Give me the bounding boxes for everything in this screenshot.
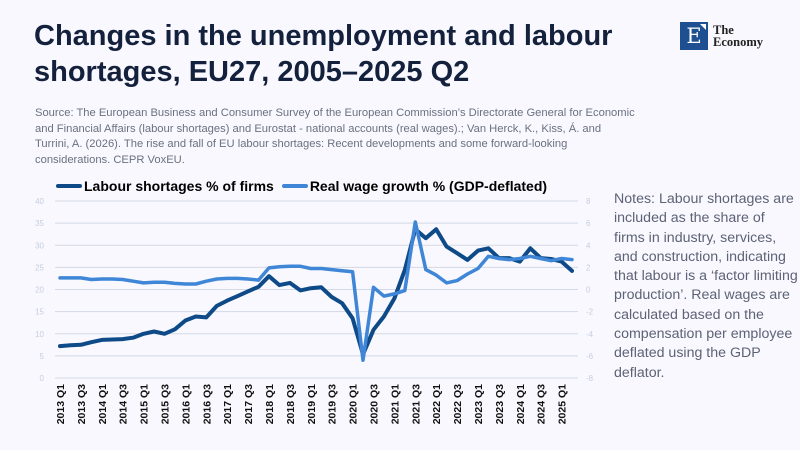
left-axis-tick-label: 0 <box>40 374 45 383</box>
left-axis-tick-label: 20 <box>35 286 44 295</box>
right-axis-tick-label: 0 <box>586 286 591 295</box>
logo-name: The Economy <box>713 23 763 49</box>
left-axis-tick-label: 30 <box>35 241 44 250</box>
right-axis-tick-label: 4 <box>586 241 591 250</box>
x-axis-tick-label: 2022 Q1 <box>431 384 443 424</box>
legend-swatch-wage <box>281 184 308 188</box>
x-axis-tick-label: 2015 Q1 <box>139 384 151 424</box>
right-axis-tick-label: -6 <box>586 352 594 361</box>
x-axis-tick-label: 2019 Q1 <box>306 384 318 424</box>
right-axis-tick-label: -4 <box>586 330 594 339</box>
left-axis-tick-label: 5 <box>40 352 45 361</box>
left-axis-tick-label: 25 <box>35 263 44 272</box>
x-axis-tick-label: 2021 Q1 <box>389 384 401 424</box>
legend-label-wage: Real wage growth % (GDP-deflated) <box>309 178 548 194</box>
x-axis-tick-label: 2018 Q1 <box>264 384 276 424</box>
x-axis-tick-label: 2017 Q3 <box>243 384 255 424</box>
legend: Labour shortages % of firms Real wage gr… <box>56 178 555 194</box>
legend-item-labour-shortages: Labour shortages % of firms <box>56 178 274 194</box>
right-axis-tick-label: 8 <box>586 197 591 206</box>
left-axis-tick-label: 15 <box>35 308 44 317</box>
logo-mark: E <box>680 22 708 50</box>
x-axis-tick-label: 2013 Q1 <box>55 384 67 424</box>
x-axis-tick-label: 2022 Q3 <box>452 384 464 424</box>
series-line-real-wage <box>58 220 574 363</box>
logo: E The Economy <box>680 22 763 50</box>
logo-name-line2: Economy <box>713 35 763 49</box>
right-axis-tick-label: -8 <box>586 374 594 383</box>
left-axis-tick-label: 35 <box>35 219 44 228</box>
x-axis-tick-label: 2023 Q1 <box>473 384 485 424</box>
x-axis-tick-label: 2023 Q3 <box>494 384 506 424</box>
right-axis-tick-label: 2 <box>586 263 591 272</box>
legend-item-real-wage: Real wage growth % (GDP-deflated) <box>281 178 548 194</box>
x-axis-tick-label: 2014 Q1 <box>97 384 109 424</box>
x-axis-tick-label: 2018 Q3 <box>285 384 297 424</box>
x-axis-tick-label: 2020 Q1 <box>348 384 360 424</box>
x-axis-tick-label: 2014 Q3 <box>118 384 130 424</box>
x-axis-tick-label: 2013 Q3 <box>76 384 88 424</box>
series-line-labour-shortages <box>58 227 574 357</box>
legend-swatch-labour <box>56 184 82 188</box>
legend-label-labour: Labour shortages % of firms <box>84 178 274 194</box>
x-axis-tick-label: 2017 Q1 <box>222 384 234 424</box>
chart-title: Changes in the unemployment and labour s… <box>34 20 613 88</box>
x-axis-tick-label: 2021 Q3 <box>410 384 422 424</box>
source-note: Source: The European Business and Consum… <box>35 107 635 166</box>
x-axis-tick-label: 2019 Q3 <box>327 384 339 424</box>
x-axis-tick-label: 2024 Q1 <box>515 384 527 424</box>
x-axis-tick-label: 2020 Q3 <box>369 384 381 424</box>
right-axis-tick-label: -2 <box>586 308 594 317</box>
right-axis-tick-label: 6 <box>586 219 591 228</box>
x-axis-tick-label: 2025 Q1 <box>557 384 569 424</box>
left-axis-tick-label: 10 <box>35 330 44 339</box>
x-axis-tick-label: 2016 Q3 <box>201 384 213 424</box>
x-axis-tick-label: 2015 Q3 <box>160 384 172 424</box>
logo-name-line1: The <box>713 23 734 37</box>
notes-text: Notes: Labour shortages are included as … <box>614 191 798 381</box>
left-axis-tick-label: 40 <box>35 197 44 206</box>
x-axis-tick-label: 2016 Q1 <box>180 384 192 424</box>
x-axis-tick-label: 2024 Q3 <box>536 384 548 424</box>
